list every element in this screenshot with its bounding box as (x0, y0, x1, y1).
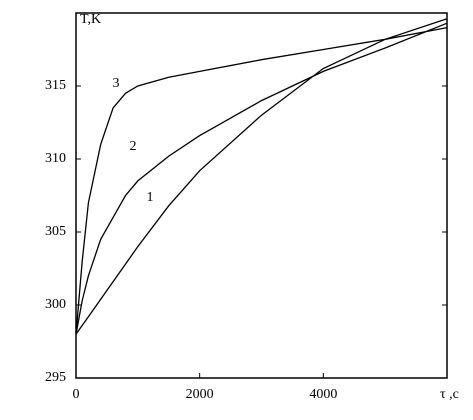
curve-label: 1 (147, 190, 154, 205)
plot-frame (75, 12, 448, 379)
x-axis-label: τ ,c (440, 387, 459, 402)
y-axis-label: T,K (80, 12, 101, 27)
x-tick-label: 2000 (186, 387, 214, 402)
curve (75, 22, 448, 335)
curve (75, 26, 448, 335)
y-tick-label: 315 (45, 78, 66, 93)
curve-label: 3 (113, 76, 120, 91)
x-tick-label: 4000 (309, 387, 337, 402)
curve-label: 2 (130, 139, 137, 154)
y-tick-label: 310 (45, 151, 66, 166)
curve (75, 18, 448, 335)
y-tick-label: 305 (45, 224, 66, 239)
y-tick-label: 300 (45, 297, 66, 312)
x-tick-label: 0 (73, 387, 80, 402)
y-tick-label: 295 (45, 370, 66, 385)
